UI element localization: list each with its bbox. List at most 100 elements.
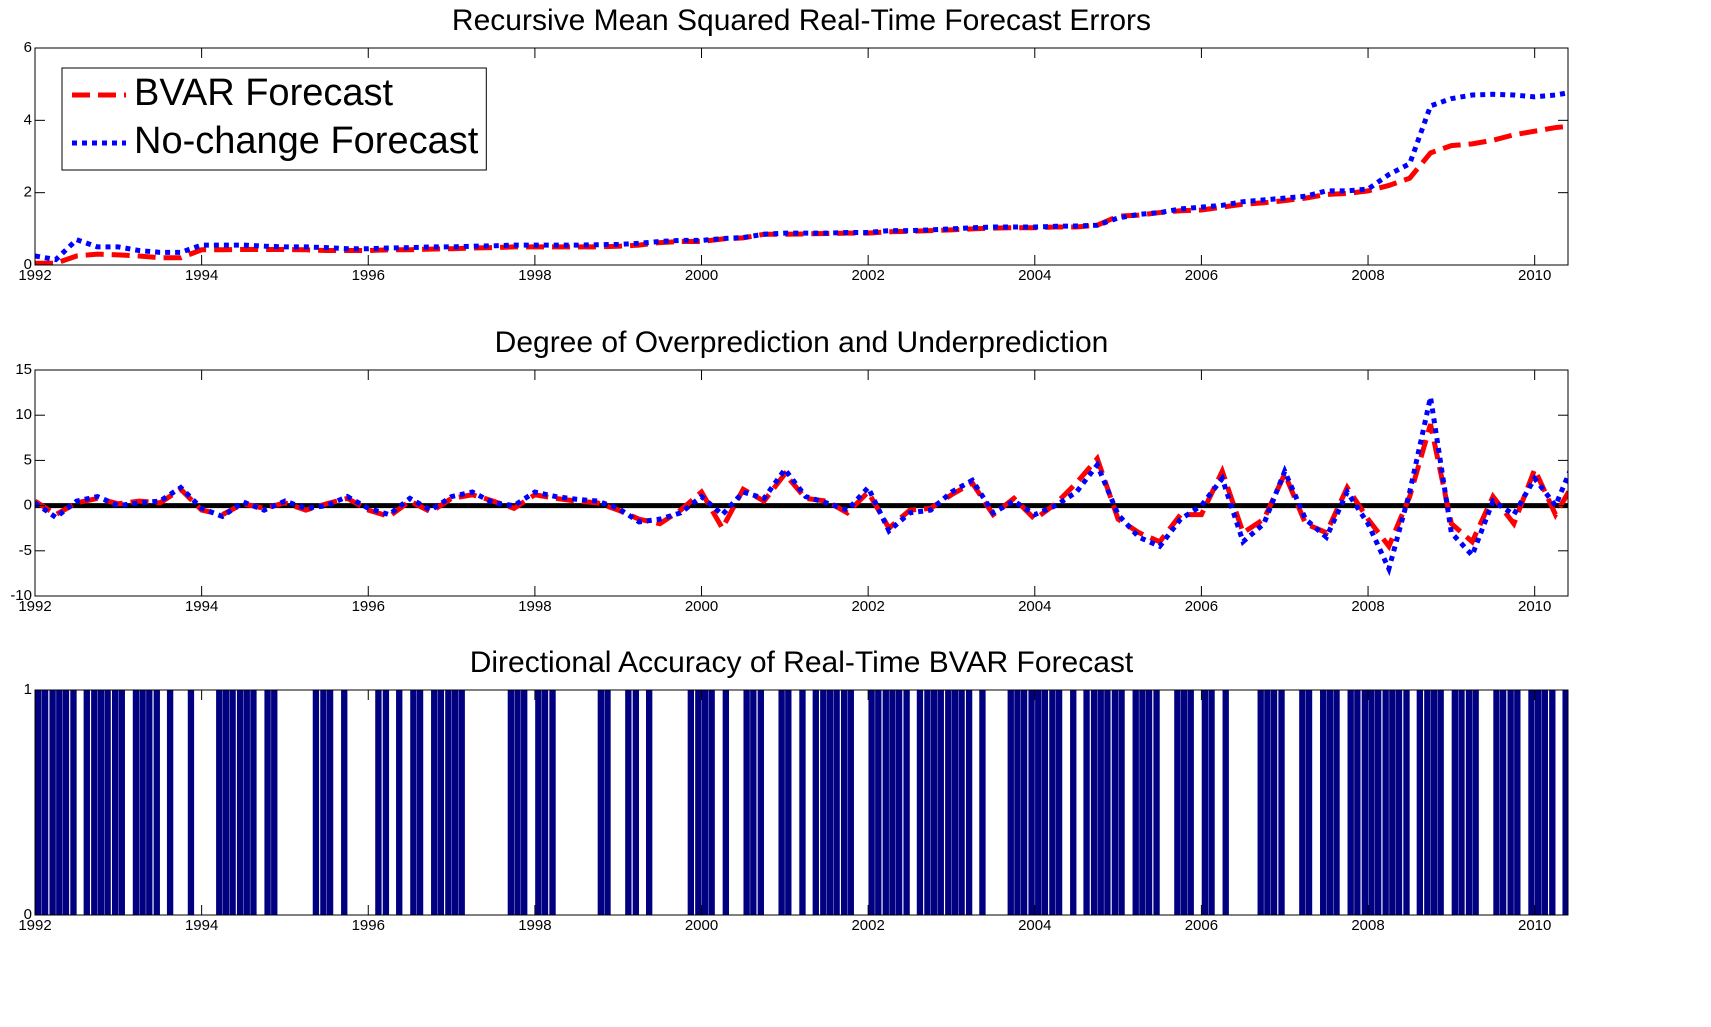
bar <box>701 690 709 915</box>
y-tick-label: 0 <box>24 256 32 273</box>
bar <box>437 690 445 915</box>
bar <box>778 690 785 915</box>
legend-box <box>61 67 487 171</box>
x-tick-label: 1992 <box>18 598 51 615</box>
bar <box>958 690 965 915</box>
bar <box>49 690 56 915</box>
bar <box>1049 690 1056 915</box>
bar <box>875 690 882 915</box>
bar <box>541 690 549 915</box>
bar <box>916 690 924 915</box>
bar <box>410 690 417 915</box>
x-tick-label: 2004 <box>1018 598 1051 615</box>
bar <box>41 690 49 915</box>
bar <box>951 690 959 915</box>
bar <box>271 690 278 915</box>
bar <box>924 690 931 915</box>
bar <box>1416 690 1424 915</box>
x-tick-label: 2000 <box>685 267 718 284</box>
bar <box>722 690 729 915</box>
x-tick-label: 2006 <box>1185 267 1218 284</box>
bar <box>1549 690 1556 915</box>
bar <box>111 690 119 915</box>
bar <box>1097 690 1104 915</box>
y-tick-label: 2 <box>24 184 32 201</box>
bar <box>937 690 944 915</box>
bar <box>646 690 653 915</box>
bar <box>1007 690 1014 915</box>
bar <box>1499 690 1507 915</box>
bar <box>91 690 98 915</box>
x-tick-label: 2008 <box>1351 917 1384 934</box>
x-tick-label: 1996 <box>352 598 385 615</box>
bar <box>445 690 452 915</box>
bar <box>1041 690 1049 915</box>
bar <box>695 690 702 915</box>
bar <box>216 690 223 915</box>
bar <box>750 690 757 915</box>
axes-box <box>34 369 1569 597</box>
bar <box>847 690 854 915</box>
bar <box>70 690 77 915</box>
bar <box>1333 690 1340 915</box>
x-tick-label: 2004 <box>1018 267 1051 284</box>
bar <box>1090 690 1098 915</box>
bar <box>1305 690 1313 915</box>
x-tick-label: 2010 <box>1518 598 1551 615</box>
x-tick-label: 1992 <box>18 267 51 284</box>
bar <box>833 690 840 915</box>
x-tick-label: 2010 <box>1518 267 1551 284</box>
bar <box>1014 690 1021 915</box>
bar <box>1180 690 1188 915</box>
y-tick-label: -10 <box>10 587 32 604</box>
bar <box>1375 690 1382 915</box>
y-tick-label: 15 <box>15 361 32 378</box>
bar <box>889 690 896 915</box>
bar <box>104 690 111 915</box>
bar <box>1299 690 1306 915</box>
bar <box>785 690 792 915</box>
bar <box>1153 690 1160 915</box>
bar <box>812 690 819 915</box>
bar <box>1174 690 1181 915</box>
bar <box>1472 690 1479 915</box>
bar <box>1562 690 1568 915</box>
bar <box>1083 690 1090 915</box>
bar <box>1451 690 1459 915</box>
bar <box>1118 690 1125 915</box>
bar <box>320 690 327 915</box>
bar <box>840 690 848 915</box>
bar <box>1541 690 1548 915</box>
x-tick-label: 1994 <box>185 917 218 934</box>
y-tick-label: 6 <box>24 39 32 56</box>
x-tick-label: 2008 <box>1351 267 1384 284</box>
bar <box>1187 690 1194 915</box>
bar <box>1070 690 1077 915</box>
x-tick-label: 2000 <box>685 598 718 615</box>
y-tick-label: 1 <box>24 681 32 698</box>
bar <box>1395 690 1403 915</box>
bar <box>903 690 910 915</box>
bar <box>1347 690 1354 915</box>
bar <box>521 690 528 915</box>
bar <box>687 690 695 915</box>
bar <box>382 690 390 915</box>
plot-area <box>35 396 1568 577</box>
bar <box>458 690 465 915</box>
x-tick-label: 1994 <box>185 267 218 284</box>
x-tick-label: 1996 <box>352 267 385 284</box>
bar <box>56 690 63 915</box>
bar <box>139 690 146 915</box>
bar <box>799 690 806 915</box>
legend-label: BVAR Forecast <box>134 72 393 114</box>
x-tick-label: 2008 <box>1351 598 1384 615</box>
chart-title: Recursive Mean Squared Real-Time Forecas… <box>452 4 1151 37</box>
bar <box>625 690 632 915</box>
y-tick-label: 0 <box>24 497 32 514</box>
panel: Recursive Mean Squared Real-Time Forecas… <box>18 4 1569 284</box>
bar <box>416 690 424 915</box>
series-line <box>35 423 1568 552</box>
bar <box>222 690 230 915</box>
bar <box>1035 690 1042 915</box>
